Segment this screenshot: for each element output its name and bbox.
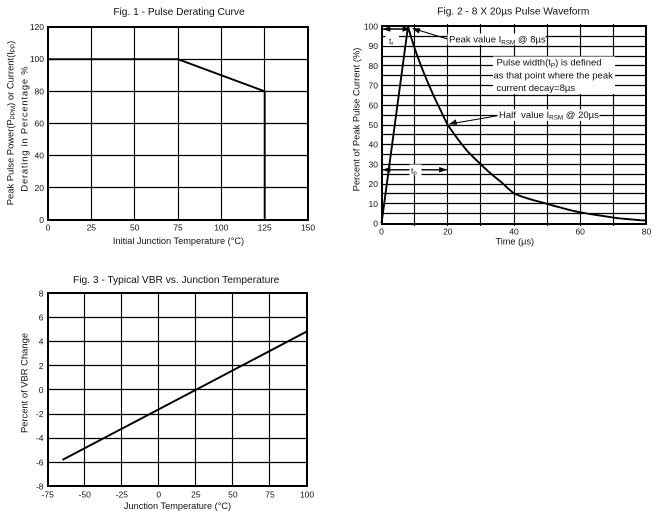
svg-text:60: 60 bbox=[369, 100, 379, 110]
svg-text:Fig. 2 - 8 X 20µs Pulse Wavefo: Fig. 2 - 8 X 20µs Pulse Waveform bbox=[437, 7, 589, 18]
svg-text:40: 40 bbox=[35, 151, 45, 161]
svg-text:100: 100 bbox=[364, 22, 378, 32]
svg-text:Fig. 1 - Pulse Derating Curve: Fig. 1 - Pulse Derating Curve bbox=[113, 7, 245, 18]
svg-text:Percent of Peak Pulse Current: Percent of Peak Pulse Current (%) bbox=[351, 48, 362, 192]
svg-text:30: 30 bbox=[369, 159, 379, 169]
svg-text:80: 80 bbox=[642, 227, 652, 237]
svg-text:Initial Junction Temperature (: Initial Junction Temperature (°C) bbox=[113, 236, 244, 246]
svg-text:20: 20 bbox=[369, 179, 379, 189]
svg-text:current decay=8µs: current decay=8µs bbox=[497, 83, 576, 94]
svg-text:0: 0 bbox=[373, 219, 378, 229]
svg-text:40: 40 bbox=[509, 227, 519, 237]
svg-text:tp: tp bbox=[411, 165, 417, 177]
svg-text:Junction Temperature (°C): Junction Temperature (°C) bbox=[124, 501, 231, 511]
svg-text:Peak Pulse Power(PPPM) or Curr: Peak Pulse Power(PPPM) or Current(IPP) bbox=[4, 41, 17, 205]
svg-text:-25: -25 bbox=[116, 489, 129, 499]
svg-text:0: 0 bbox=[39, 385, 44, 395]
svg-text:50: 50 bbox=[228, 489, 238, 499]
svg-text:70: 70 bbox=[369, 81, 379, 91]
svg-text:60: 60 bbox=[575, 227, 585, 237]
svg-text:4: 4 bbox=[39, 337, 44, 347]
svg-text:50: 50 bbox=[130, 223, 140, 233]
svg-text:2: 2 bbox=[39, 361, 44, 371]
svg-text:25: 25 bbox=[191, 489, 201, 499]
svg-text:60: 60 bbox=[35, 119, 45, 129]
svg-text:8: 8 bbox=[39, 288, 44, 298]
svg-text:Percent of VBR Change: Percent of VBR Change bbox=[19, 333, 30, 433]
svg-text:50: 50 bbox=[369, 120, 379, 130]
svg-text:100: 100 bbox=[214, 223, 228, 233]
svg-text:-6: -6 bbox=[36, 457, 44, 467]
svg-text:0: 0 bbox=[46, 223, 51, 233]
svg-text:tr: tr bbox=[389, 36, 393, 48]
svg-text:40: 40 bbox=[369, 140, 379, 150]
svg-text:Peak value IRSM @ 8µs: Peak value IRSM @ 8µs bbox=[449, 35, 546, 47]
svg-text:0: 0 bbox=[156, 489, 161, 499]
svg-text:as that point where the peak: as that point where the peak bbox=[494, 70, 614, 81]
svg-text:-50: -50 bbox=[79, 489, 92, 499]
svg-text:20: 20 bbox=[443, 227, 453, 237]
svg-text:-75: -75 bbox=[42, 489, 55, 499]
svg-text:150: 150 bbox=[301, 223, 315, 233]
svg-text:20: 20 bbox=[35, 183, 45, 193]
svg-text:0: 0 bbox=[39, 215, 44, 225]
svg-text:Half value IRSM @ 20µs: Half value IRSM @ 20µs bbox=[499, 110, 599, 122]
svg-text:-4: -4 bbox=[36, 433, 44, 443]
svg-text:120: 120 bbox=[30, 22, 44, 32]
svg-text:Fig. 3 - Typical VBR vs. Junct: Fig. 3 - Typical VBR vs. Junction Temper… bbox=[73, 275, 280, 286]
svg-text:-8: -8 bbox=[36, 481, 44, 491]
svg-text:Pulse width(tP) is defined: Pulse width(tP) is defined bbox=[497, 58, 602, 70]
svg-text:125: 125 bbox=[258, 223, 272, 233]
svg-text:Time (µs): Time (µs) bbox=[495, 237, 534, 247]
svg-text:10: 10 bbox=[369, 199, 379, 209]
svg-text:80: 80 bbox=[369, 61, 379, 71]
svg-text:100: 100 bbox=[300, 489, 314, 499]
svg-text:75: 75 bbox=[265, 489, 275, 499]
svg-text:0: 0 bbox=[379, 227, 384, 237]
svg-text:-2: -2 bbox=[36, 409, 44, 419]
svg-text:6: 6 bbox=[39, 313, 44, 323]
svg-text:25: 25 bbox=[87, 223, 97, 233]
svg-text:75: 75 bbox=[173, 223, 183, 233]
svg-text:Derating in Percentage %: Derating in Percentage % bbox=[19, 66, 30, 192]
svg-text:80: 80 bbox=[35, 86, 45, 96]
svg-text:90: 90 bbox=[369, 41, 379, 51]
svg-text:100: 100 bbox=[30, 54, 44, 64]
